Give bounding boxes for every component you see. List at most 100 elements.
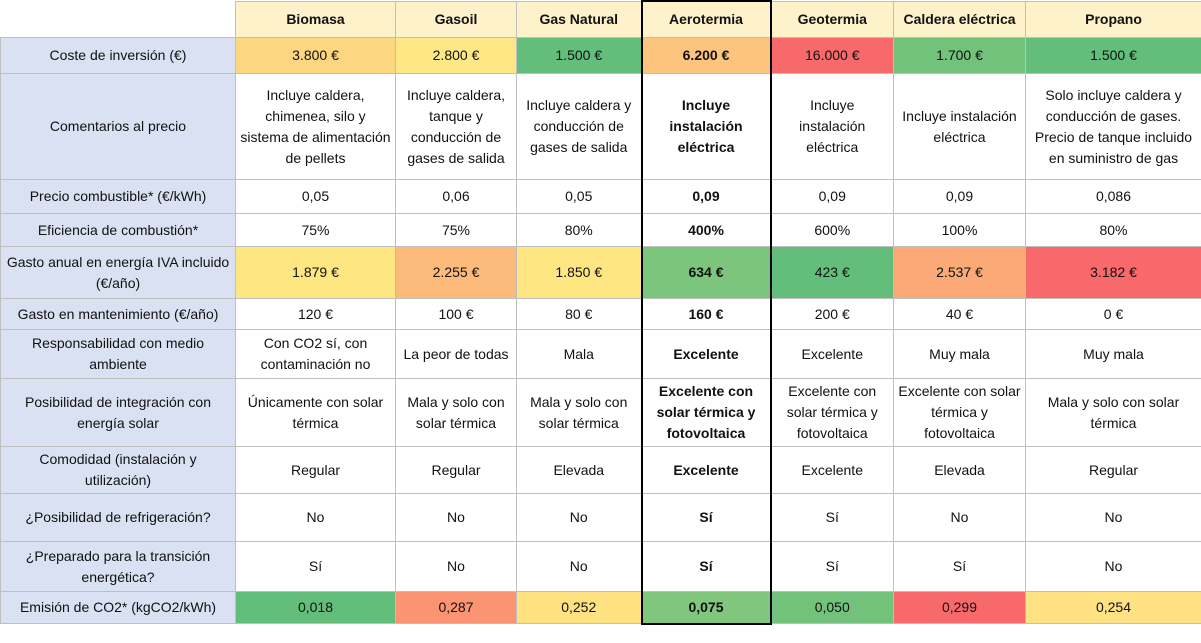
table-body: Coste de inversión (€) 3.800 €2.800 €1.50… — [0, 37, 1201, 625]
table-cell: Incluye instalación eléctrica — [640, 73, 772, 180]
table-cell: 100% — [893, 213, 1026, 247]
table-row: Responsabilidad con medio ambiente Con CO… — [0, 329, 1201, 379]
table-cell: Sí — [770, 493, 894, 542]
table-cell: Elevada — [893, 446, 1026, 494]
table-cell: Excelente — [770, 446, 894, 494]
table-cell: Regular — [235, 446, 396, 494]
table-cell: No — [1025, 541, 1201, 592]
table-cell: 3.182 € — [1025, 246, 1201, 299]
table-cell: No — [516, 541, 642, 592]
table-cell: Sí — [235, 541, 396, 592]
table-cell: 40 € — [893, 298, 1026, 330]
table-cell: 80 € — [516, 298, 642, 330]
table-cell: 0,05 — [235, 179, 396, 214]
table-cell: 160 € — [640, 298, 772, 330]
table-cell: 2.537 € — [893, 246, 1026, 299]
table-cell: 2.255 € — [395, 246, 517, 299]
table-cell: Excelente — [640, 446, 772, 494]
table-row: Comodidad (instalación y utilización) Reg… — [0, 446, 1201, 494]
table-row: Eficiencia de combustión* 75% 75% 80% 400% 60… — [0, 213, 1201, 247]
table-cell: 0,287 — [395, 591, 517, 624]
row-label: Posibilidad de integración con energía s… — [0, 378, 236, 447]
column-header: Gas Natural — [516, 0, 642, 38]
table-cell: 1.500 € — [516, 37, 642, 74]
table-cell: Incluye caldera, tanque y conducción de … — [395, 73, 517, 180]
table-cell: Incluye instalación eléctrica — [770, 73, 894, 180]
row-label: Coste de inversión (€) — [0, 37, 236, 74]
table-cell: 75% — [235, 213, 396, 247]
table-cell: No — [1025, 493, 1201, 542]
table-cell: 1.500 € — [1025, 37, 1201, 74]
column-header: Propano — [1025, 0, 1201, 38]
table-cell: 80% — [516, 213, 642, 247]
table-cell: No — [516, 493, 642, 542]
table-cell: 400% — [640, 213, 772, 247]
table-row: Emisión de CO2* (kgCO2/kWh) 0,018 0,287 0,2… — [0, 591, 1201, 625]
table-cell: Regular — [395, 446, 517, 494]
table-cell: Mala — [516, 329, 642, 379]
table-cell: 2.800 € — [395, 37, 517, 74]
table-cell: 0,09 — [893, 179, 1026, 214]
table-cell: 1.879 € — [235, 246, 396, 299]
table-cell: Muy mala — [1025, 329, 1201, 379]
table-cell: Incluye caldera, chimenea, silo y sistem… — [235, 73, 396, 180]
table-cell: 0,050 — [770, 591, 894, 624]
table-cell: 634 € — [640, 246, 772, 299]
table-cell: Incluye instalación eléctrica — [893, 73, 1026, 180]
table-cell: Únicamente con solar térmica — [235, 378, 396, 447]
table-row: Coste de inversión (€) 3.800 €2.800 €1.50… — [0, 37, 1201, 74]
table-cell: Excelente — [640, 329, 772, 379]
table-cell: 0,09 — [770, 179, 894, 214]
table-row: ¿Posibilidad de refrigeración? No No No Sí Sí… — [0, 493, 1201, 542]
table-cell: Elevada — [516, 446, 642, 494]
column-header: Geotermia — [770, 0, 894, 38]
table-cell: Excelente con solar térmica y fotovoltai… — [893, 378, 1026, 447]
corner-cell — [0, 1, 236, 38]
row-label: Gasto anual en energía IVA incluido (€/a… — [0, 246, 236, 299]
table-cell: 0,075 — [640, 591, 772, 625]
table-row: Posibilidad de integración con energía s… — [0, 378, 1201, 447]
table-cell: 6.200 € — [640, 37, 772, 74]
row-label: Emisión de CO2* (kgCO2/kWh) — [0, 591, 236, 624]
row-label: Gasto en mantenimiento (€/año) — [0, 298, 236, 330]
table-cell: La peor de todas — [395, 329, 517, 379]
table-cell: 600% — [770, 213, 894, 247]
table-row: Gasto en mantenimiento (€/año) 120 €100 €… — [0, 298, 1201, 330]
table-cell: Incluye caldera y conducción de gases de… — [516, 73, 642, 180]
table-cell: 200 € — [770, 298, 894, 330]
table-cell: 0,09 — [640, 179, 772, 214]
table-cell: 16.000 € — [770, 37, 894, 74]
row-label: ¿Posibilidad de refrigeración? — [0, 493, 236, 542]
row-label: Comodidad (instalación y utilización) — [0, 446, 236, 494]
table-cell: 100 € — [395, 298, 517, 330]
column-header: Gasoil — [395, 0, 517, 38]
table-cell: Mala y solo con solar térmica — [395, 378, 517, 447]
table-cell: Excelente con solar térmica y fotovoltai… — [770, 378, 894, 447]
table-cell: 80% — [1025, 213, 1201, 247]
table-cell: 0,086 — [1025, 179, 1201, 214]
row-label: Eficiencia de combustión* — [0, 213, 236, 247]
table-cell: 120 € — [235, 298, 396, 330]
table-row: Gasto anual en energía IVA incluido (€/a… — [0, 246, 1201, 299]
table-cell: 423 € — [770, 246, 894, 299]
table-cell: Con CO2 sí, con contaminación no — [235, 329, 396, 379]
table-cell: Mala y solo con solar térmica — [1025, 378, 1201, 447]
table-cell: Regular — [1025, 446, 1201, 494]
table-cell: 0,254 — [1025, 591, 1201, 624]
table-cell: 0,05 — [516, 179, 642, 214]
table-cell: No — [395, 541, 517, 592]
row-label: Comentarios al precio — [0, 73, 236, 180]
row-label: Responsabilidad con medio ambiente — [0, 329, 236, 379]
row-label: Precio combustible* (€/kWh) — [0, 179, 236, 214]
table-cell: No — [235, 493, 396, 542]
table-cell: 0,252 — [516, 591, 642, 624]
table-cell: Sí — [640, 541, 772, 592]
comparison-table: Biomasa Gasoil Gas Natural Aerotermia Geoter… — [0, 0, 1201, 625]
table-cell: No — [395, 493, 517, 542]
table-cell: Sí — [770, 541, 894, 592]
table-row: ¿Preparado para la transición energética… — [0, 541, 1201, 592]
column-header: Caldera eléctrica — [893, 0, 1026, 38]
table-cell: 0,018 — [235, 591, 396, 624]
